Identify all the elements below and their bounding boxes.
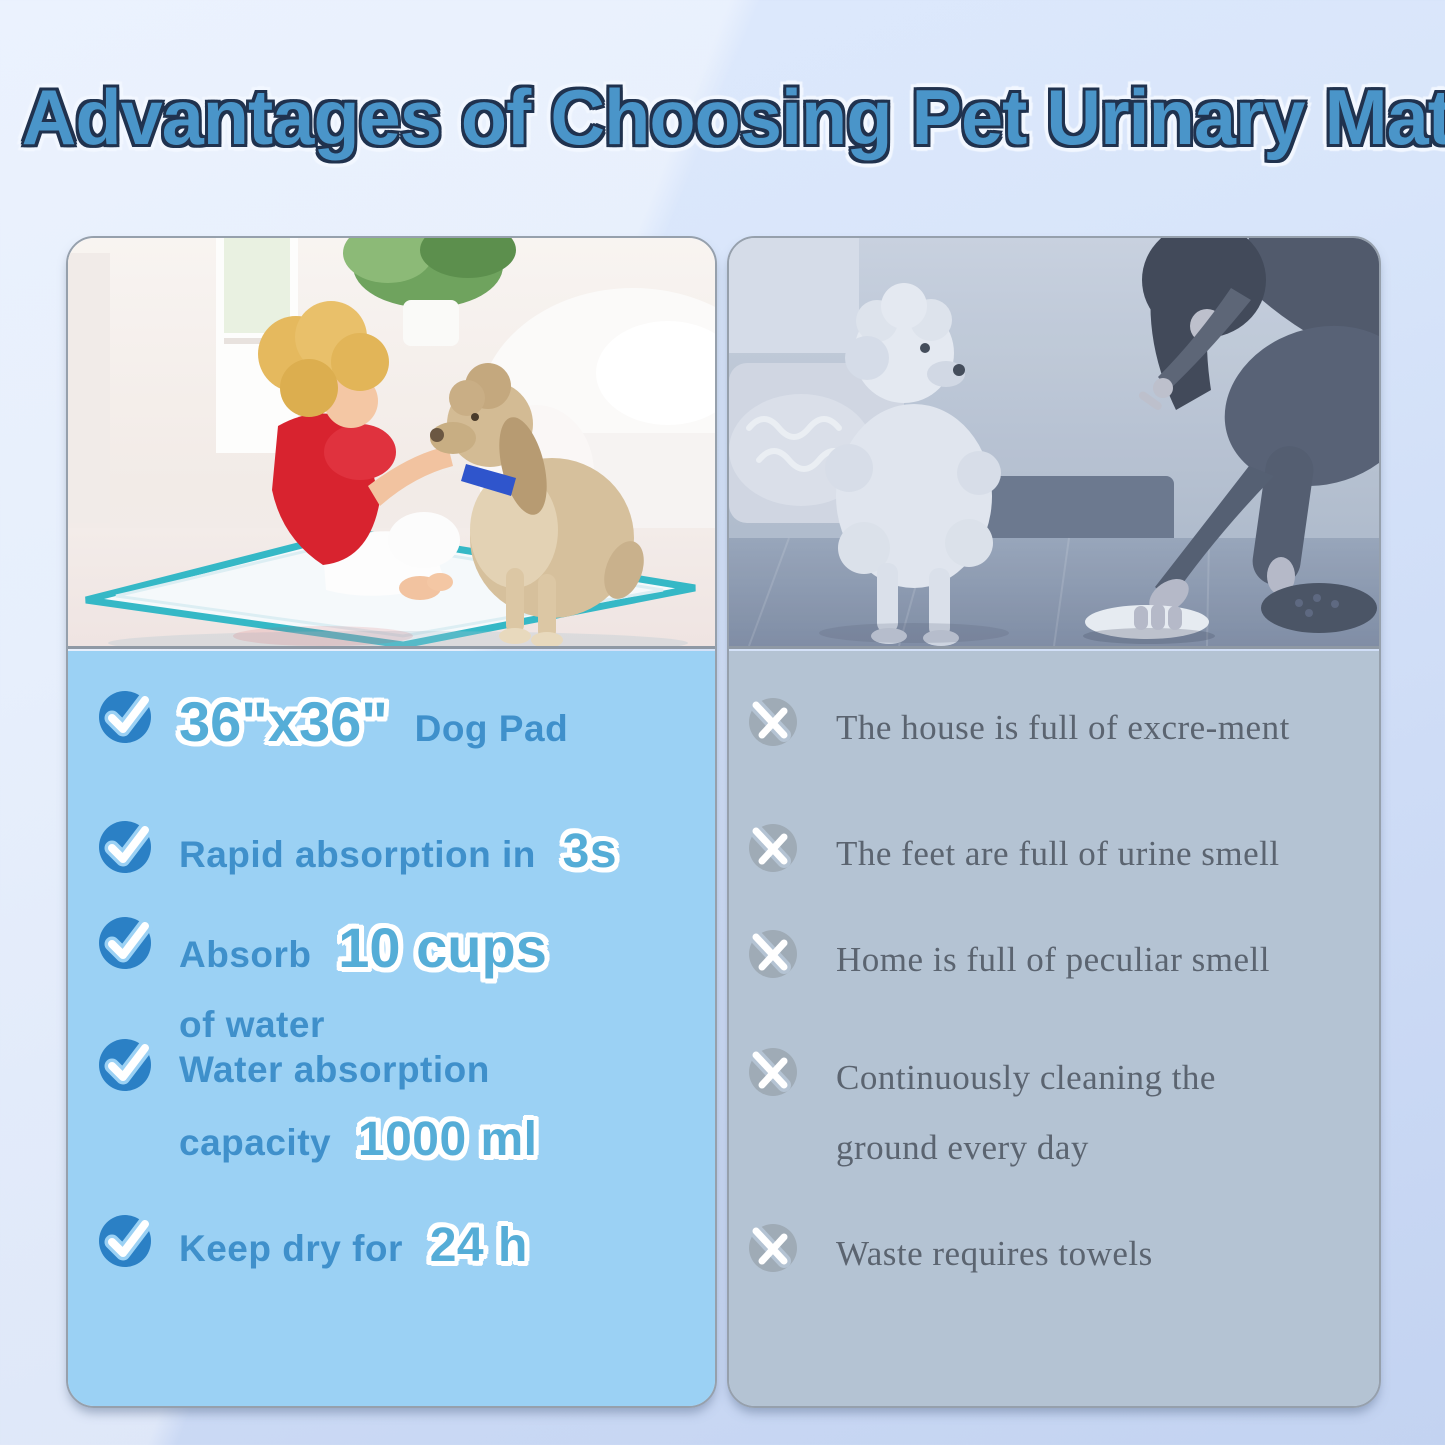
- advantage-item: Rapid absorption in 3s: [68, 817, 715, 890]
- check-icon: [99, 917, 153, 969]
- dry-time-label: Keep dry for: [179, 1228, 403, 1269]
- woman-figure: [1083, 238, 1379, 644]
- disadvantage-item: The feet are full of urine smell: [729, 819, 1379, 889]
- wall-panel: [68, 253, 110, 523]
- poodle-figure: [819, 283, 1009, 646]
- disadvantage-text-line1: Continuously cleaning the: [836, 1058, 1216, 1097]
- disadvantage-text-line2: ground every day: [836, 1128, 1089, 1167]
- advantage-item: Keep dry for 24 h: [68, 1211, 715, 1284]
- pad-size-label: Dog Pad: [414, 708, 569, 749]
- floor-cleaning-photo: [729, 238, 1379, 649]
- check-icon: [99, 691, 153, 743]
- x-icon: [749, 1224, 797, 1272]
- disadvantages-list: The house is full of excre-ment The feet…: [729, 651, 1379, 1406]
- clog-shoe: [1261, 583, 1377, 633]
- pad-size-value: 36"x36": [179, 690, 388, 753]
- capacity-value: 1000 ml: [357, 1113, 538, 1166]
- check-icon: [99, 821, 153, 873]
- floor-cleaning-scene: [729, 238, 1379, 646]
- absorb-label: Absorb: [179, 934, 312, 975]
- x-icon: [749, 698, 797, 746]
- disadvantage-item: Waste requires towels: [729, 1219, 1379, 1289]
- x-icon: [749, 1048, 797, 1096]
- absorb-value: 10 cups: [338, 916, 547, 979]
- window-light: [729, 238, 859, 353]
- advantage-item: Water absorption capacity 1000 ml: [68, 1035, 715, 1178]
- child-figure: [258, 301, 460, 600]
- disadvantage-text: Waste requires towels: [836, 1234, 1153, 1273]
- child-puppy-scene: [68, 238, 715, 646]
- x-icon: [749, 824, 797, 872]
- puppy-figure: [430, 363, 644, 646]
- page-title: Advantages of Choosing Pet Urinary Mats: [21, 73, 1445, 161]
- disadvantage-item: The house is full of excre-ment: [729, 693, 1379, 763]
- capacity-label-line1: Water absorption: [179, 1049, 490, 1090]
- check-icon: [99, 1039, 153, 1091]
- check-icon: [99, 1215, 153, 1267]
- plant: [343, 238, 516, 346]
- absorb-unit-label: of water: [179, 1004, 325, 1045]
- absorption-speed-value: 3s: [562, 825, 618, 878]
- disadvantages-panel: The house is full of excre-ment The feet…: [727, 236, 1381, 1408]
- disadvantage-text: The feet are full of urine smell: [836, 834, 1280, 873]
- x-icon: [749, 930, 797, 978]
- advantage-item: Absorb 10 cups of water: [68, 913, 715, 1060]
- advantage-item: 36"x36" Dog Pad: [68, 687, 715, 764]
- disadvantage-item: Home is full of peculiar smell: [729, 925, 1379, 995]
- disadvantage-text: The house is full of excre-ment: [836, 708, 1290, 747]
- dog-collar: [461, 464, 516, 496]
- dry-time-value: 24 h: [429, 1219, 528, 1272]
- advantages-list: 36"x36" Dog Pad Rapid absorption in 3s: [68, 651, 715, 1406]
- disadvantage-item: Continuously cleaning the ground every d…: [729, 1043, 1379, 1183]
- disadvantage-text: Home is full of peculiar smell: [836, 940, 1270, 979]
- absorption-speed-label: Rapid absorption in: [179, 834, 536, 875]
- capacity-label-line2: capacity: [179, 1122, 332, 1163]
- advantages-panel: 36"x36" Dog Pad Rapid absorption in 3s: [66, 236, 717, 1408]
- child-puppy-photo: [68, 238, 715, 649]
